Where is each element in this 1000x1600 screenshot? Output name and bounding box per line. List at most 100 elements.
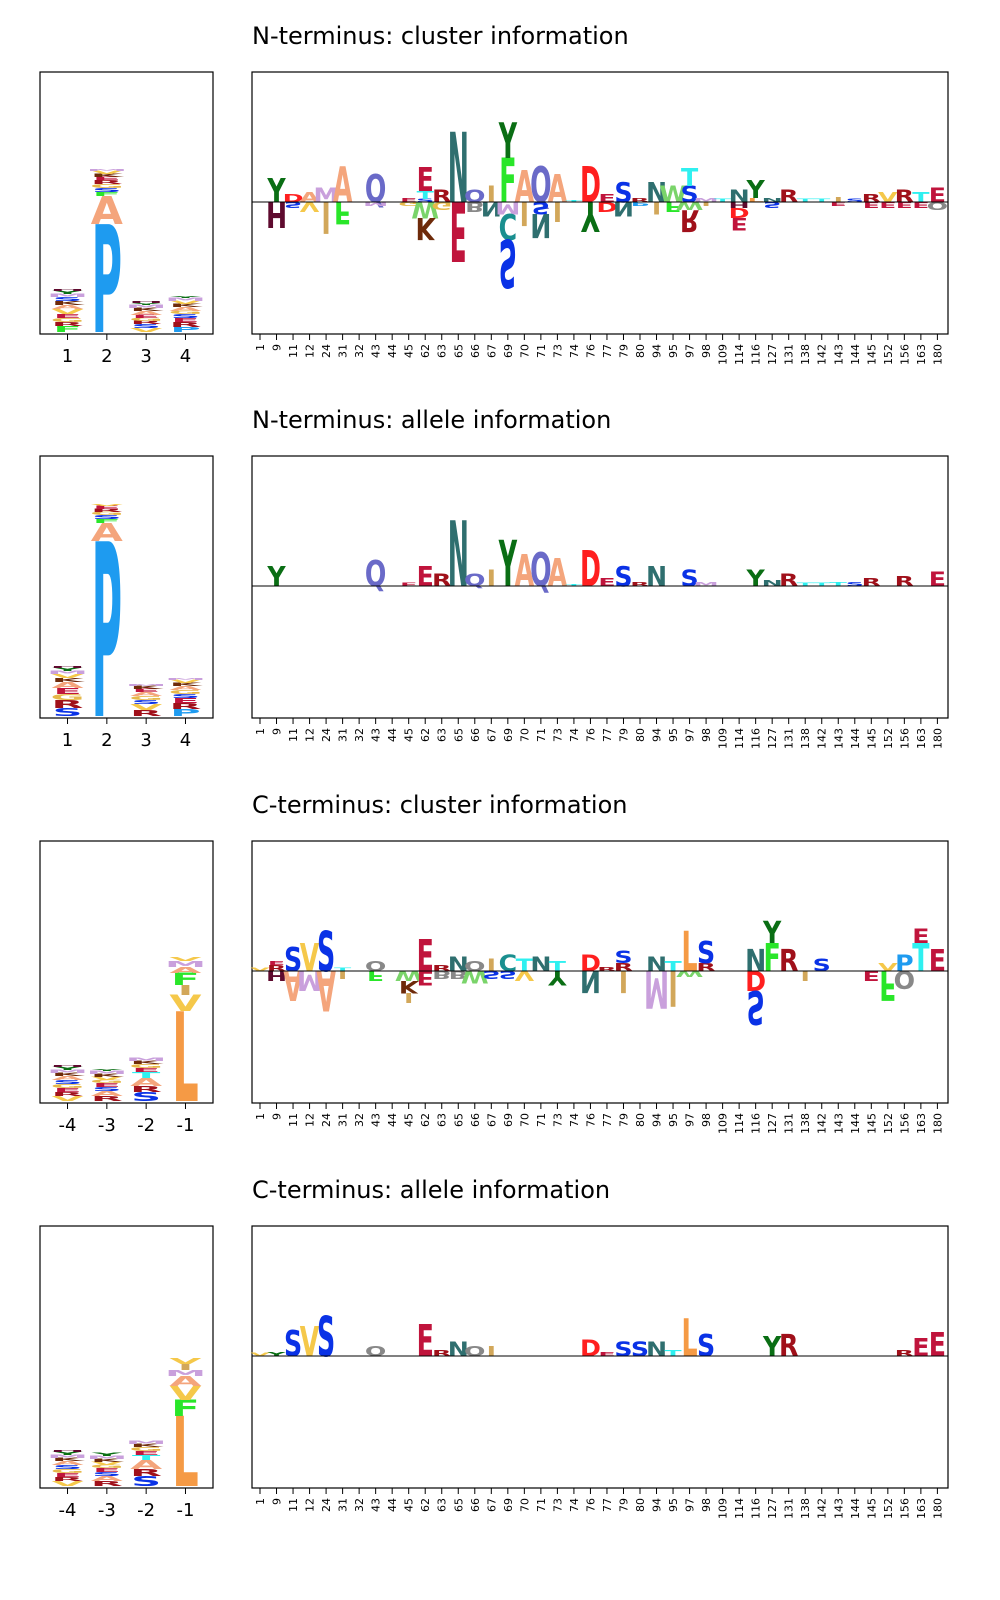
site-letter-up: N — [646, 562, 667, 593]
logo-letter-glyph: I — [321, 191, 330, 241]
motif-letter: S — [131, 699, 161, 705]
motif-letter: S — [131, 1474, 161, 1490]
motif-letter: H — [50, 288, 85, 291]
site-letter-down: C — [499, 205, 518, 247]
motif-letter: H — [129, 300, 164, 303]
site-letter-down: E — [830, 200, 847, 206]
logo-letter-glyph: V — [91, 503, 123, 506]
site-tick-label: 66 — [469, 1498, 482, 1512]
site-tick-label: 62 — [419, 1113, 432, 1127]
panel-2: N-terminus: allele informationSRGEAKVMYH… — [39, 406, 949, 773]
logo-letter-glyph: K — [91, 1458, 125, 1463]
logo-letter-glyph: E — [731, 213, 748, 232]
site-tick-label: 98 — [700, 728, 713, 742]
motif-letter: R — [52, 1476, 84, 1482]
site-letter-down: F — [879, 960, 896, 1008]
site-letter-up: S — [614, 948, 632, 967]
motif-letter: G — [129, 695, 163, 701]
site-letter-up: Y — [762, 1332, 782, 1363]
site-tick-label: 31 — [337, 728, 350, 742]
logo-letter-glyph: R — [267, 964, 287, 973]
motif-letter: E — [132, 688, 160, 693]
motif-tick-label: -1 — [177, 1115, 195, 1136]
logo-letter-glyph: M — [126, 1440, 167, 1445]
site-letter-up: T — [549, 958, 566, 974]
logo-letter-glyph: S — [92, 1471, 122, 1477]
site-letter-up: S — [680, 566, 698, 592]
site-letter-down: E — [417, 966, 434, 988]
site-letter-up: S — [697, 935, 715, 971]
logo-letter-glyph: A — [333, 158, 353, 215]
logo-letter-glyph: K — [51, 677, 85, 683]
logo-letter-glyph: P — [92, 493, 122, 773]
logo-letter-glyph: N — [762, 197, 783, 203]
site-tick-label: 71 — [535, 344, 548, 358]
site-frame — [251, 71, 949, 335]
logo-letter-glyph: I — [668, 958, 677, 1015]
site-letter-up: D — [580, 158, 601, 215]
motif-letter: G — [90, 183, 124, 189]
site-tick-label: 69 — [502, 344, 515, 358]
motif-letter: F — [93, 518, 121, 524]
logo-letter-glyph: O — [365, 1343, 386, 1359]
motif-letter: A — [91, 519, 124, 548]
logo-letter-glyph: W — [411, 196, 439, 222]
logo-letter-glyph: A — [515, 163, 535, 213]
logo-letter-glyph: M — [363, 200, 388, 206]
logo-letter-glyph: H — [50, 1449, 85, 1452]
motif-letter: A — [51, 1460, 83, 1466]
panel-title: N-terminus: allele information — [252, 406, 611, 434]
logo-letter-glyph: A — [51, 681, 83, 691]
site-letter-up: R — [432, 964, 452, 973]
motif-letter: F — [53, 325, 81, 335]
logo-letter-glyph: M — [47, 1069, 88, 1074]
logo-letter-glyph: G — [90, 183, 124, 189]
logo-letter-glyph: V — [250, 1352, 270, 1357]
site-tick-label: 156 — [898, 728, 911, 749]
site-tick-label: 9 — [271, 728, 284, 735]
logo-letter-glyph: A — [169, 1374, 201, 1390]
logo-letter-glyph: C — [499, 951, 518, 977]
site-tick-label: 144 — [849, 1498, 862, 1519]
logo-letter-glyph: S — [680, 566, 698, 592]
motif-letter: M — [126, 1057, 167, 1062]
motif-letter: A — [169, 685, 201, 691]
site-letter-down: F — [664, 199, 681, 215]
logo-letter-glyph: R — [862, 576, 881, 589]
site-letter-down: H — [266, 968, 287, 984]
logo-letter-glyph: V — [51, 673, 83, 679]
logo-letter-glyph: D — [596, 199, 617, 215]
logo-letter-glyph: M — [165, 960, 206, 970]
site-letter-down: V — [300, 199, 320, 215]
site-tick-label: 142 — [816, 1113, 829, 1134]
site-letter-up: T — [714, 198, 732, 203]
logo-letter-glyph: K — [130, 1443, 164, 1448]
site-letter-down: M — [644, 958, 669, 1019]
site-letter-down: I — [520, 194, 529, 232]
site-letter-down: V — [515, 968, 535, 984]
site-tick-label: 70 — [518, 1113, 531, 1127]
logo-letter-glyph: G — [50, 1083, 84, 1089]
logo-letter-glyph: W — [395, 968, 423, 984]
site-tick-label: 31 — [337, 1498, 350, 1512]
site-tick-label: 116 — [750, 344, 763, 365]
site-letter-up: S — [846, 581, 864, 587]
logo-letter-glyph: H — [50, 1064, 85, 1067]
site-letter-up: Y — [266, 1351, 287, 1357]
site-letter-up: O — [365, 958, 386, 974]
logo-letter-glyph: S — [284, 941, 302, 979]
motif-letter: E — [171, 697, 199, 705]
site-tick-label: 65 — [452, 1498, 465, 1512]
site-letter-up: S — [680, 182, 698, 208]
site-tick-label: 24 — [320, 344, 333, 358]
logo-letter-glyph: Y — [169, 295, 201, 298]
logo-letter-glyph: Y — [762, 1332, 782, 1363]
logo-letter-glyph: Y — [746, 175, 766, 204]
site-letter-down: F — [367, 968, 384, 984]
site-tick-label: 97 — [684, 1113, 697, 1127]
site-tick-label: 109 — [717, 728, 730, 749]
site-tick-label: 79 — [617, 1113, 630, 1127]
site-letter-down: M — [297, 964, 322, 995]
site-tick-label: 94 — [651, 728, 664, 742]
logo-letter-glyph: Y — [762, 915, 782, 951]
